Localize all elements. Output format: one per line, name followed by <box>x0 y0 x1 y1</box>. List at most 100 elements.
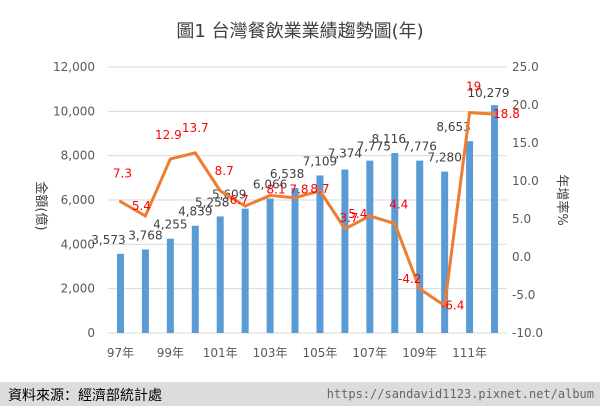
bar-value-label: 7,775 <box>357 140 391 154</box>
line-point <box>393 222 397 226</box>
watermark-url: https://sandavid1123.pixnet.net/album <box>326 387 594 401</box>
y-left-tick-label: 4,000 <box>61 237 95 251</box>
line-value-label: 5.4 <box>348 207 367 221</box>
x-tick-label: 111年 <box>452 346 487 360</box>
line-value-label: 7.3 <box>113 167 132 181</box>
line-value-label: 8.7 <box>310 182 329 196</box>
bar-value-label: 7,280 <box>427 151 461 165</box>
bar <box>241 208 249 333</box>
line-value-label: 5.4 <box>132 199 151 213</box>
line-series <box>118 111 497 308</box>
bar <box>466 141 474 333</box>
y-axis-left-label: 金額(億) <box>33 181 49 230</box>
x-tick-label: 99年 <box>157 346 184 360</box>
source-note: 資料來源：經濟部統計處 <box>8 388 162 404</box>
bar <box>216 216 224 333</box>
y-left-tick-label: 12,000 <box>53 60 95 74</box>
gridlines <box>108 66 507 334</box>
line-value-label: 18.8 <box>493 107 520 121</box>
bar <box>341 169 349 333</box>
x-tick-label: 109年 <box>402 346 437 360</box>
y-right-tick-label: 20.0 <box>512 98 539 112</box>
bar-value-label: 10,279 <box>468 86 510 100</box>
x-tick-label: 105年 <box>303 346 338 360</box>
y-axis-right-ticks: -10.0 -5.0 0.0 5.0 10.0 15.0 20.0 25.0 <box>512 60 543 340</box>
line-point <box>143 214 147 218</box>
line-point <box>118 200 122 204</box>
line-value-label: -6.4 <box>441 299 464 313</box>
bar-value-labels: 3,573 3,7684,2554,8395,2585,6096,0666,538… <box>91 86 509 247</box>
line-value-label: 19 <box>466 80 481 94</box>
y-axis-left-ticks: 0 2,000 4,000 6,000 8,000 10,000 12,000 <box>53 60 95 340</box>
y-right-tick-label: 10.0 <box>512 174 539 188</box>
growth-rate-line <box>119 111 495 308</box>
y-left-tick-label: 2,000 <box>61 282 95 296</box>
line-value-label: 7.8 <box>289 183 308 197</box>
bar-value-label: 8,653 <box>436 120 470 134</box>
chart-area: 圖1 台灣餐飲業業績趨勢圖(年) 金額(億) 年增率% 3,573 3,768 4,… <box>33 21 570 360</box>
line-point <box>268 193 272 197</box>
bar-value-label: 5,258 <box>195 195 229 209</box>
line-point <box>293 196 297 200</box>
line-point <box>418 287 422 291</box>
line-point <box>493 112 497 116</box>
line-value-label: 8.1 <box>267 182 286 196</box>
line-point <box>343 227 347 231</box>
line-value-labels: 7.35.412.913.78.76.78.1 7.8 8.73.75.44.4-4… <box>113 80 520 313</box>
y-right-tick-label: 0.0 <box>512 250 531 264</box>
bar-series <box>116 105 499 333</box>
bar-value-label: 4,255 <box>153 218 187 232</box>
bar <box>366 160 374 333</box>
line-value-label: 13.7 <box>182 121 209 135</box>
y-right-tick-label: 15.0 <box>512 136 539 150</box>
bar-value-label: 4,839 <box>178 205 212 219</box>
line-point <box>243 204 247 208</box>
line-point <box>168 157 172 161</box>
bar <box>266 198 274 333</box>
line-point <box>443 304 447 308</box>
bar <box>166 238 174 333</box>
footer-bar: 資料來源：經濟部統計處 https://sandavid1123.pixnet.… <box>0 382 600 406</box>
line-point <box>193 151 197 155</box>
bar <box>191 225 199 333</box>
y-right-tick-label: 25.0 <box>512 60 539 74</box>
y-axis-right-label: 年增率% <box>554 174 570 225</box>
bar <box>291 188 299 333</box>
line-point <box>468 111 472 115</box>
y-left-tick-label: 0 <box>87 326 95 340</box>
line-point <box>218 189 222 193</box>
x-tick-label: 107年 <box>352 346 387 360</box>
bar <box>416 160 424 333</box>
line-value-label: 6.7 <box>230 193 249 207</box>
bar <box>391 153 399 333</box>
bar <box>141 249 149 333</box>
line-value-label: 12.9 <box>155 128 182 142</box>
bar-value-label: 7,109 <box>303 154 337 168</box>
x-tick-label: 97年 <box>107 346 134 360</box>
bar <box>116 253 124 333</box>
bar-value-label: 3,768 <box>128 228 162 242</box>
chart-svg: 圖1 台灣餐飲業業績趨勢圖(年) 金額(億) 年增率% 3,573 3,7684,… <box>33 21 570 360</box>
y-right-tick-label: -10.0 <box>512 326 543 340</box>
line-value-label: 3.7 <box>339 211 358 225</box>
line-value-label: -4.2 <box>398 272 421 286</box>
y-right-tick-label: 5.0 <box>512 212 531 226</box>
y-left-tick-label: 6,000 <box>61 193 95 207</box>
line-value-label: 4.4 <box>389 198 408 212</box>
bar-value-label: 6,538 <box>270 167 304 181</box>
line-point <box>318 189 322 193</box>
bar-value-label: 3,573 <box>91 233 125 247</box>
y-left-tick-label: 8,000 <box>61 149 95 163</box>
bar-value-label: 7,374 <box>328 147 362 161</box>
y-left-tick-label: 10,000 <box>53 104 95 118</box>
x-tick-label: 103年 <box>253 346 288 360</box>
line-value-label: 8.7 <box>215 164 234 178</box>
line-point <box>368 214 372 218</box>
bar-value-label: 6,066 <box>253 178 287 192</box>
x-axis-ticks: 97年 99年 101年 103年 105年 107年 109年 111年 <box>107 346 487 360</box>
chart-title: 圖1 台灣餐飲業業績趨勢圖(年) <box>176 21 423 42</box>
bar-value-label: 7,776 <box>403 140 437 154</box>
bar <box>441 171 449 333</box>
x-tick-label: 101年 <box>203 346 238 360</box>
bar <box>491 105 499 333</box>
